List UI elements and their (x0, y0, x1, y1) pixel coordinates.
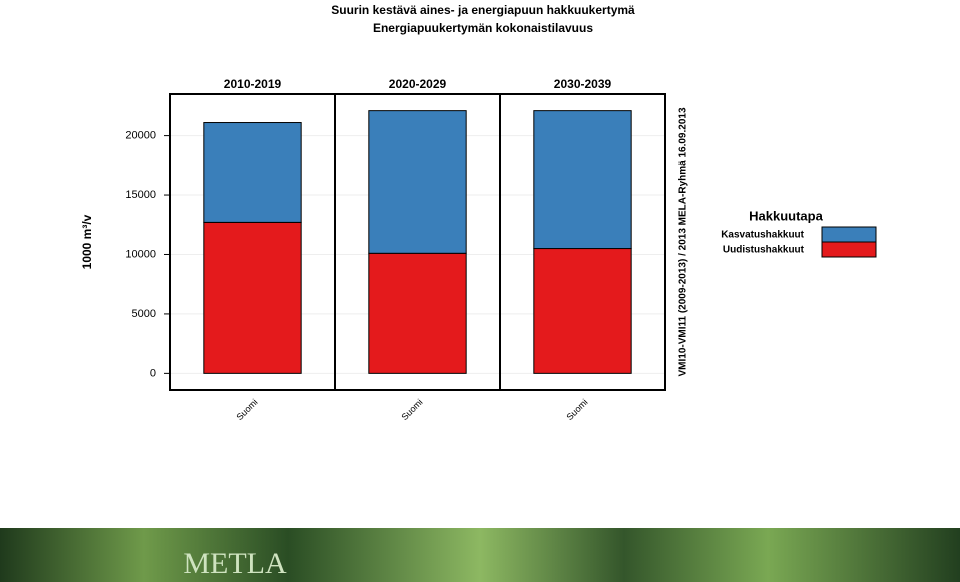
bar-segment (533, 248, 632, 374)
y-axis-label: 1000 m³/v (80, 214, 94, 269)
x-tick-label: Suomi (400, 397, 425, 422)
bar-segment (368, 110, 467, 254)
y-tick-label: 20000 (125, 130, 156, 142)
facet-label: 2010-2019 (224, 77, 282, 91)
legend-key (821, 226, 877, 243)
bar-segment (203, 122, 302, 223)
panel-border (499, 93, 666, 391)
legend-label: Kasvatushakkuut (721, 230, 804, 241)
bar-segment (203, 221, 302, 374)
banner-logo: METLA (183, 547, 287, 580)
chart-subtitle: Energiapuukertymän kokonaistilavuus (373, 21, 593, 35)
banner (0, 528, 960, 582)
bar-segment (368, 252, 467, 374)
legend-key (821, 241, 877, 258)
chart-title: Suurin kestävä aines- ja energiapuun hak… (331, 3, 635, 17)
y-tick-label: 15000 (125, 189, 156, 201)
legend-label: Uudistushakkuut (723, 245, 805, 256)
x-tick-label: Suomi (235, 397, 260, 422)
facet-label: 2020-2029 (389, 77, 447, 91)
facet-label: 2030-2039 (554, 77, 612, 91)
y-tick-label: 5000 (132, 308, 156, 320)
source-note: VMI10-VMI11 (2009-2013) / 2013 MELA-Ryhm… (678, 107, 689, 376)
y-tick-label: 0 (150, 367, 156, 379)
legend-title: Hakkuutapa (749, 208, 823, 223)
y-tick-label: 10000 (125, 248, 156, 260)
bar-segment (533, 110, 632, 250)
x-tick-label: Suomi (565, 397, 590, 422)
